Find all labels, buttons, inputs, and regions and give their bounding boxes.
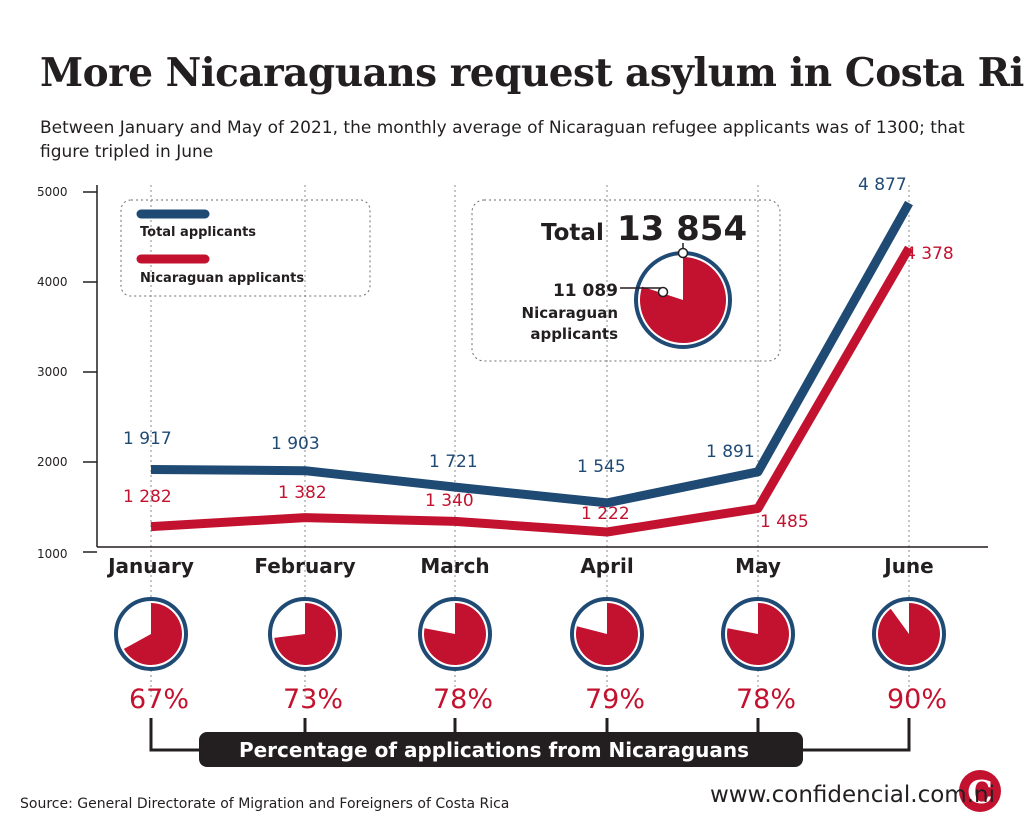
nicaraguan-value-label-april: 1 222 — [581, 504, 630, 524]
legend-label-total: Total applicants — [140, 225, 256, 240]
total-value-label-june: 4 877 — [858, 175, 907, 195]
nicaraguan-value-label-january: 1 282 — [123, 487, 172, 507]
percentage-pie-march — [418, 597, 492, 671]
percentage-label-january: 67% — [129, 684, 189, 715]
month-label-june: June — [882, 554, 933, 578]
y-tick-label-2000: 2000 — [37, 455, 68, 469]
percentage-caption: Percentage of applications from Nicaragu… — [239, 738, 749, 762]
logo-letter: C — [967, 773, 992, 811]
percentage-pie-february-slice — [274, 603, 336, 665]
confidencial-logo: C — [959, 770, 1001, 812]
chart-subtitle: Between January and May of 2021, the mon… — [40, 118, 965, 162]
total-value-label-january: 1 917 — [123, 429, 172, 449]
percentage-pie-february — [268, 597, 342, 671]
legend-box — [120, 199, 371, 297]
totals-pie-chart-slice — [640, 257, 727, 344]
series-line-total — [150, 200, 913, 508]
y-tick-label-4000: 4000 — [37, 275, 68, 289]
legend-label-nicaraguan: Nicaraguan applicants — [140, 271, 304, 286]
month-label-february: February — [254, 554, 355, 578]
y-axis: 1000 2000 3000 4000 5000 — [37, 185, 988, 561]
totals-pie — [634, 251, 732, 349]
nicaraguan-total-label-2: applicants — [530, 325, 618, 343]
caption-pill — [199, 732, 803, 767]
percentage-label-february: 73% — [283, 684, 343, 715]
totals-pie-chart — [634, 251, 732, 349]
brand-url: www.confidencial.com.ni — [710, 782, 995, 808]
total-value-label-march: 1 721 — [429, 452, 478, 472]
percentage-pies — [114, 597, 946, 671]
percentage-pie-april-slice — [575, 603, 638, 665]
series-line-nicaraguan — [150, 245, 913, 537]
chart-title: More Nicaraguans request asylum in Costa… — [40, 50, 1024, 96]
total-value-label-may: 1 891 — [706, 442, 755, 462]
percentage-pie-january-slice — [123, 603, 182, 665]
percentage-pie-may — [721, 597, 795, 671]
nicaraguan-total-value: 11 089 — [553, 281, 618, 301]
nicaraguan-value-label-may: 1 485 — [760, 512, 809, 532]
gridlines — [150, 185, 910, 700]
y-tick-label-1000: 1000 — [37, 547, 68, 561]
logo-circle — [959, 770, 1001, 812]
total-value: 13 854 — [617, 209, 747, 249]
nicaraguan-pointer-dot — [657, 286, 669, 298]
percentage-label-march: 78% — [433, 684, 493, 715]
value-labels: 1 917 1 903 1 721 1 545 1 891 4 877 1 282 1 382… — [123, 175, 954, 532]
totals-box: Total 13 854 11 089 Nicaraguan applicant… — [471, 199, 781, 362]
month-label-january: January — [106, 554, 194, 578]
total-pointer-dot — [677, 247, 689, 259]
percentage-pie-may-slice — [727, 602, 790, 665]
nicaraguan-total-label-1: Nicaraguan — [522, 304, 618, 322]
total-value-label-april: 1 545 — [577, 457, 626, 477]
total-word: Total — [541, 220, 604, 246]
percentage-pie-april — [570, 597, 644, 671]
y-tick-label-3000: 3000 — [37, 365, 68, 379]
percentage-label-may: 78% — [736, 684, 796, 715]
nicaraguan-value-label-june: 4 378 — [905, 244, 954, 264]
month-labels: January February March April May June — [106, 554, 934, 578]
legend: Total applicants Nicaraguan applicants — [120, 199, 371, 297]
percentage-labels: 67% 73% 78% 79% 78% 90% — [129, 684, 947, 715]
percentage-pie-march-slice — [424, 603, 487, 665]
source-note: Source: General Directorate of Migration… — [20, 796, 510, 812]
percentage-label-april: 79% — [585, 684, 645, 715]
total-value-label-february: 1 903 — [271, 434, 320, 454]
y-tick-label-5000: 5000 — [37, 185, 68, 199]
nicaraguan-value-label-march: 1 340 — [425, 491, 474, 511]
month-label-april: April — [580, 554, 633, 578]
series-lines — [150, 200, 913, 537]
percentage-pie-june-slice — [878, 603, 941, 665]
percentage-label-june: 90% — [887, 684, 947, 715]
month-label-march: March — [420, 554, 489, 578]
percentage-pie-june — [872, 597, 946, 671]
nicaraguan-value-label-february: 1 382 — [278, 483, 327, 503]
percentage-pie-january — [114, 597, 188, 671]
totals-box-frame — [471, 199, 781, 362]
month-label-may: May — [735, 554, 781, 578]
